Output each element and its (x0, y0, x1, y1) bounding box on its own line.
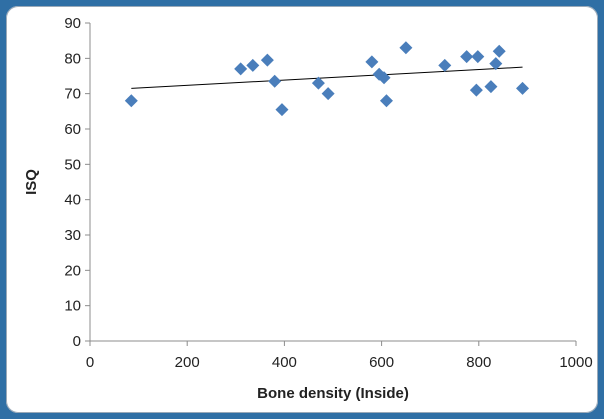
data-point (471, 50, 485, 64)
data-point (268, 74, 282, 88)
data-point (460, 50, 474, 64)
chart-frame: 0 10 20 30 40 50 60 70 80 90 0 200 400 600 800 1000 Bo… (6, 6, 598, 413)
x-tick-label: 600 (369, 354, 394, 371)
data-point (260, 53, 274, 67)
x-axis-title: Bone density (Inside) (257, 385, 409, 402)
data-point (516, 81, 530, 95)
data-point (438, 58, 452, 72)
data-point (365, 55, 379, 69)
data-point (124, 94, 138, 108)
x-tick-label: 400 (272, 354, 297, 371)
data-point (321, 87, 335, 101)
data-point (489, 57, 503, 71)
y-tick-label: 40 (64, 192, 81, 209)
data-point (399, 41, 413, 55)
data-point (275, 103, 289, 117)
y-tick-label: 60 (64, 121, 81, 138)
data-point (469, 83, 483, 97)
y-tick-label: 50 (64, 156, 81, 173)
data-point (377, 71, 391, 85)
data-point (492, 44, 506, 58)
x-tick-label: 0 (86, 354, 94, 371)
y-tick-label: 10 (64, 298, 81, 315)
y-tick-label: 70 (64, 86, 81, 103)
data-points (124, 41, 530, 117)
x-tick-label: 200 (175, 354, 200, 371)
y-axis-ticks: 0 10 20 30 40 50 60 70 80 90 (64, 15, 90, 350)
data-point (246, 58, 260, 72)
y-tick-label: 20 (64, 262, 81, 279)
trendline (131, 66, 523, 89)
y-tick-label: 0 (73, 333, 81, 350)
data-point (311, 76, 325, 90)
scatter-chart: 0 10 20 30 40 50 60 70 80 90 0 200 400 600 800 1000 Bo… (23, 15, 593, 402)
y-axis-title: ISQ (23, 169, 40, 195)
x-tick-label: 1000 (559, 354, 592, 371)
data-point (234, 62, 248, 76)
y-tick-label: 30 (64, 227, 81, 244)
x-tick-label: 800 (466, 354, 491, 371)
data-point (484, 80, 498, 94)
x-axis-ticks: 0 200 400 600 800 1000 (86, 341, 593, 371)
data-point (379, 94, 393, 108)
y-tick-label: 90 (64, 15, 81, 32)
y-tick-label: 80 (64, 50, 81, 67)
